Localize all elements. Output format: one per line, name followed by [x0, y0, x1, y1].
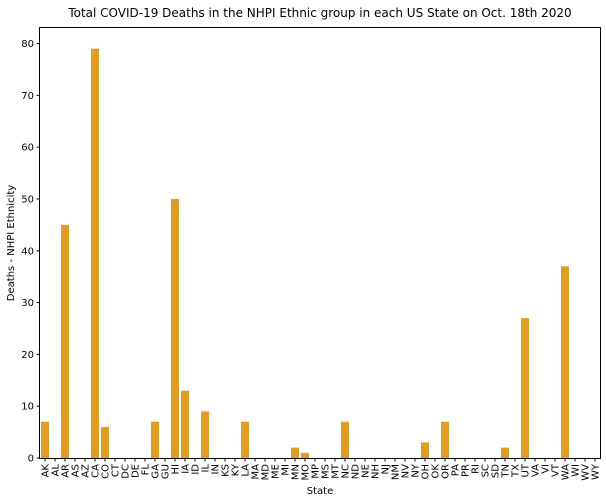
x-tick-label: AL	[51, 464, 62, 477]
y-tick-label: 70	[21, 91, 34, 102]
x-tick-label: SC	[481, 464, 492, 477]
x-tick-label: NE	[361, 464, 372, 478]
x-tick-label: NH	[371, 464, 382, 479]
bar-la	[241, 421, 249, 458]
y-tick-label: 40	[21, 246, 34, 257]
chart-title: Total COVID-19 Deaths in the NHPI Ethnic…	[67, 6, 571, 20]
x-tick-label: WI	[571, 464, 582, 477]
x-tick-label: IN	[211, 464, 222, 474]
x-axis-ticks: AK AL AR AS AZ CA CO CT DC DE FL GA GU HI IA ID IL IN KS KY…	[41, 458, 602, 481]
y-tick-label: 0	[28, 454, 34, 465]
x-tick-label: OR	[441, 464, 452, 479]
bar-tn	[501, 447, 509, 458]
x-tick-label: NC	[341, 464, 352, 478]
x-tick-label: MA	[251, 464, 262, 480]
x-tick-label: HI	[171, 464, 182, 474]
x-tick-label: FL	[141, 464, 152, 476]
bar-or	[441, 421, 449, 458]
bar-hi	[171, 198, 179, 458]
x-tick-label: NY	[411, 463, 422, 477]
x-tick-label: ND	[351, 464, 362, 479]
x-tick-label: TN	[501, 464, 512, 479]
bar-co	[101, 426, 109, 458]
x-tick-label: VT	[551, 463, 562, 477]
y-tick-label: 60	[21, 143, 34, 154]
x-tick-label: MN	[291, 464, 302, 480]
x-tick-label: ME	[271, 464, 282, 479]
bar-oh	[421, 442, 429, 458]
x-tick-label: GA	[151, 464, 162, 479]
bar-ia	[181, 390, 189, 458]
x-tick-label: AS	[71, 464, 82, 477]
y-tick-label: 50	[21, 194, 34, 205]
y-axis-label: Deaths - NHPI Ethnicity	[6, 185, 17, 301]
x-tick-label: UT	[521, 463, 532, 477]
x-tick-label: MT	[331, 463, 342, 479]
x-tick-label: CO	[101, 464, 112, 479]
x-tick-label: OK	[431, 464, 442, 479]
bar-mo	[301, 452, 309, 458]
x-tick-label: LA	[241, 464, 252, 477]
x-tick-label: WY	[591, 463, 602, 480]
bars-group	[41, 48, 569, 458]
x-tick-label: MI	[281, 464, 292, 476]
x-tick-label: GU	[161, 464, 172, 479]
x-tick-label: NJ	[381, 464, 392, 474]
x-tick-label: IL	[201, 464, 212, 473]
x-tick-label: AR	[61, 464, 72, 478]
plot-frame	[39, 27, 601, 459]
y-tick-label: 20	[21, 350, 34, 361]
x-tick-label: ID	[191, 464, 202, 475]
x-tick-label: AK	[41, 464, 52, 478]
x-tick-label: KY	[231, 463, 242, 476]
bar-ut	[521, 318, 529, 458]
y-tick-label: 30	[21, 298, 34, 309]
bar-ak	[41, 421, 49, 458]
x-tick-label: MD	[261, 464, 272, 481]
x-tick-label: DC	[121, 464, 132, 479]
x-tick-label: NV	[401, 464, 412, 478]
x-tick-label: VA	[531, 464, 542, 477]
x-tick-label: NM	[391, 464, 402, 480]
bar-mn	[291, 447, 299, 458]
x-tick-label: RI	[471, 464, 482, 474]
x-tick-label: TX	[511, 464, 522, 478]
x-tick-label: WA	[561, 464, 572, 480]
x-tick-label: CT	[111, 463, 122, 477]
x-tick-label: CA	[91, 464, 102, 478]
x-axis-label: State	[307, 486, 333, 497]
bar-ga	[151, 421, 159, 458]
y-tick-label: 10	[21, 402, 34, 413]
x-tick-label: SD	[491, 464, 502, 478]
x-tick-label: DE	[131, 464, 142, 478]
x-tick-label: AZ	[81, 464, 92, 478]
x-tick-label: WV	[581, 464, 592, 481]
x-tick-label: PA	[451, 464, 462, 476]
x-tick-label: IA	[181, 464, 192, 474]
x-tick-label: KS	[221, 464, 232, 477]
y-tick-label: 80	[21, 39, 34, 50]
bar-wa	[561, 266, 569, 458]
bar-il	[201, 411, 209, 458]
x-tick-label: PR	[461, 464, 472, 477]
y-axis-ticks: 0 10 20 30 40 50 60 70 80	[21, 39, 40, 465]
bar-ar	[61, 224, 69, 458]
bar-nc	[341, 421, 349, 458]
x-tick-label: MP	[311, 464, 322, 479]
x-tick-label: MS	[321, 464, 332, 479]
x-tick-label: VI	[541, 464, 552, 474]
bar-ca	[91, 48, 99, 458]
x-tick-label: OH	[421, 464, 432, 479]
x-tick-label: MO	[301, 464, 312, 481]
